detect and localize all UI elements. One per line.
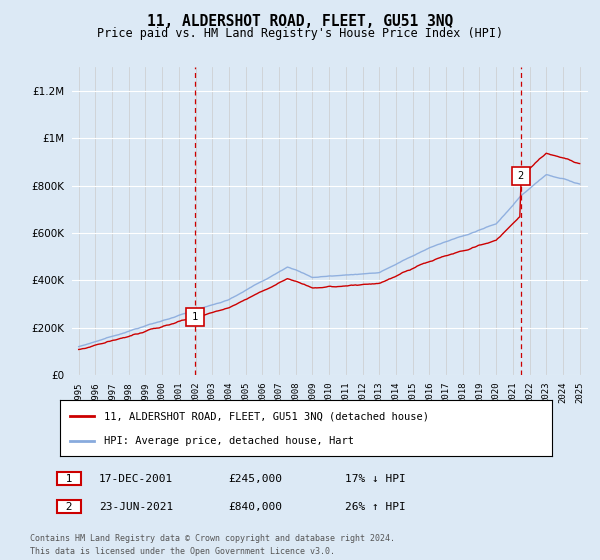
Text: 26% ↑ HPI: 26% ↑ HPI [345, 502, 406, 512]
Text: 1: 1 [59, 474, 79, 484]
Text: 2: 2 [59, 502, 79, 512]
Text: £840,000: £840,000 [228, 502, 282, 512]
Text: 17% ↓ HPI: 17% ↓ HPI [345, 474, 406, 484]
Text: £245,000: £245,000 [228, 474, 282, 484]
Text: 23-JUN-2021: 23-JUN-2021 [99, 502, 173, 512]
Text: 2: 2 [518, 171, 524, 181]
Text: This data is licensed under the Open Government Licence v3.0.: This data is licensed under the Open Gov… [30, 547, 335, 556]
Text: Price paid vs. HM Land Registry's House Price Index (HPI): Price paid vs. HM Land Registry's House … [97, 27, 503, 40]
Text: Contains HM Land Registry data © Crown copyright and database right 2024.: Contains HM Land Registry data © Crown c… [30, 534, 395, 543]
Text: 17-DEC-2001: 17-DEC-2001 [99, 474, 173, 484]
Text: 11, ALDERSHOT ROAD, FLEET, GU51 3NQ: 11, ALDERSHOT ROAD, FLEET, GU51 3NQ [147, 14, 453, 29]
Text: 1: 1 [192, 312, 198, 322]
Text: HPI: Average price, detached house, Hart: HPI: Average price, detached house, Hart [104, 436, 354, 446]
Text: 11, ALDERSHOT ROAD, FLEET, GU51 3NQ (detached house): 11, ALDERSHOT ROAD, FLEET, GU51 3NQ (det… [104, 411, 429, 421]
